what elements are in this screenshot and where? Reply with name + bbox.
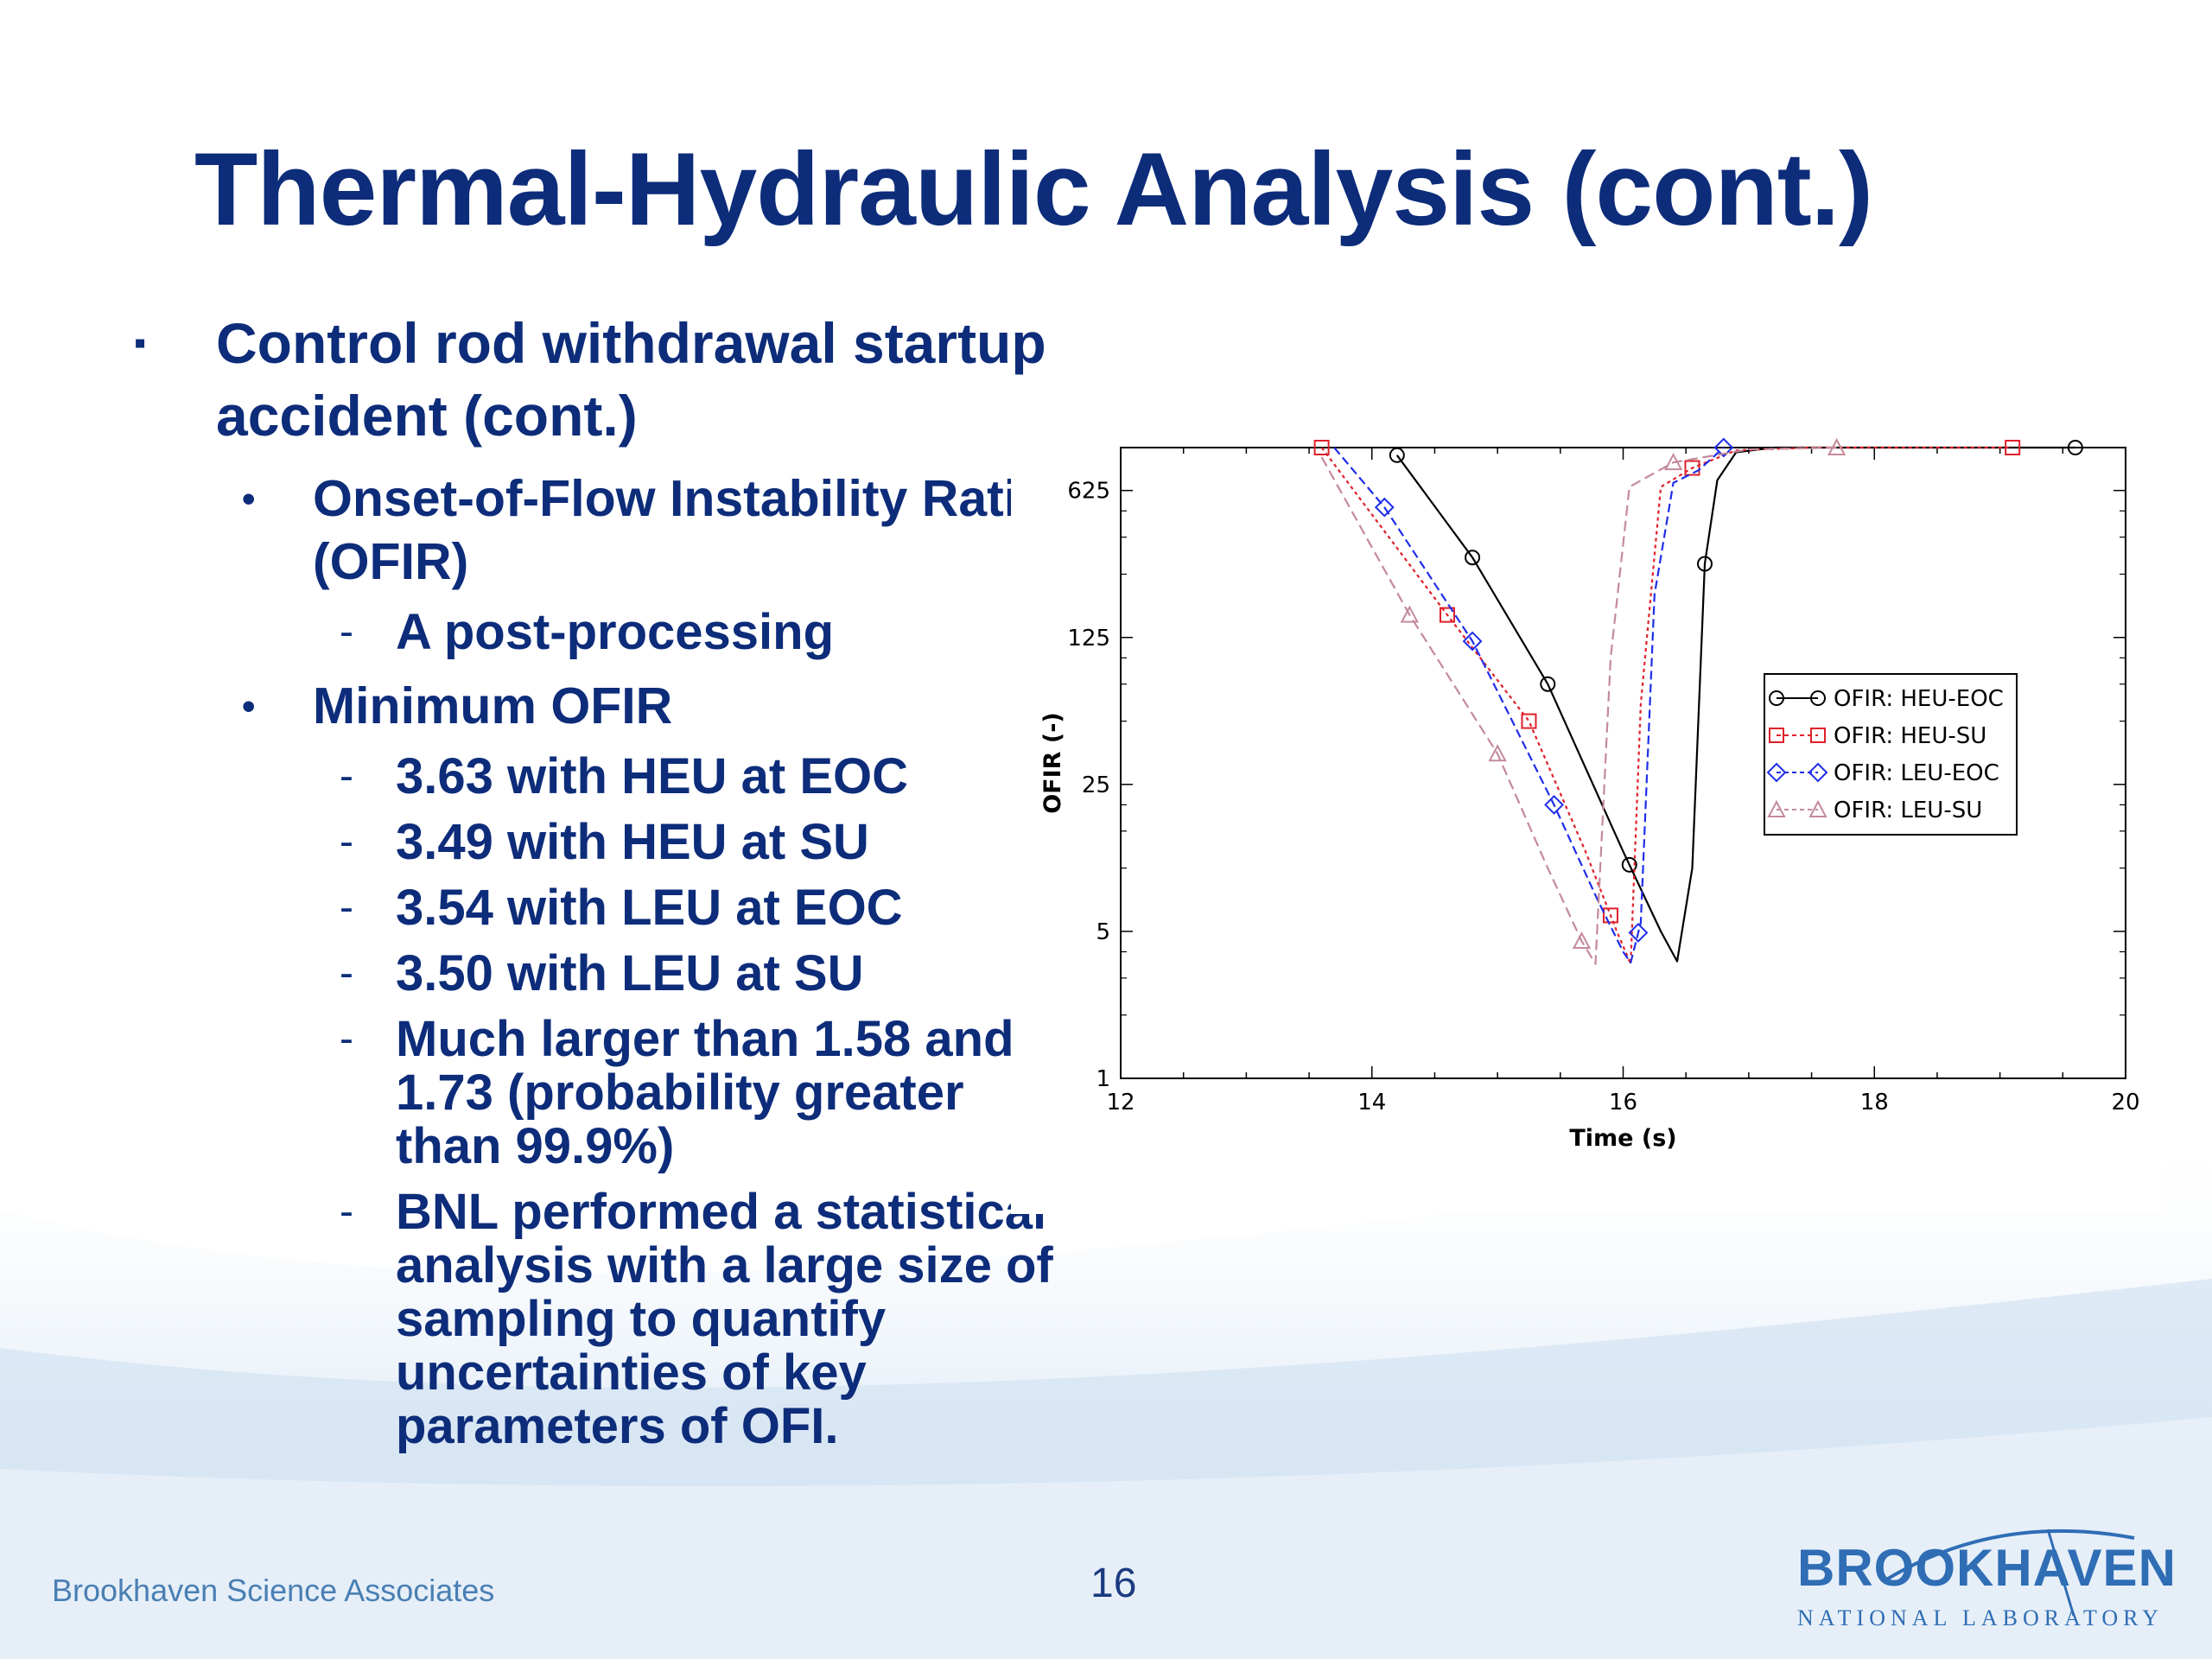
data-point: [1465, 550, 1481, 566]
dot-bullet-icon: •: [242, 478, 256, 520]
x-axis-label: Time (s): [1569, 1125, 1676, 1152]
dash-item: - 3.49 with HEU at SU: [130, 816, 1063, 869]
series-line: [1395, 446, 2075, 963]
data-point: [1684, 460, 1700, 476]
data-point: [1389, 447, 1405, 463]
logo-arc-icon: [1882, 1529, 2135, 1617]
dash-marker: -: [340, 950, 353, 996]
legend-label: OFIR: LEU-EOC: [1834, 760, 1999, 786]
legend-marker: [1810, 728, 1826, 743]
footer-organization: Brookhaven Science Associates: [52, 1573, 495, 1608]
dash-marker: -: [340, 609, 353, 655]
dash-marker: -: [340, 885, 353, 931]
x-tick-label: 16: [1609, 1090, 1637, 1116]
y-tick-label: 125: [1067, 626, 1110, 652]
y-tick-label: 5: [1096, 919, 1110, 945]
dash-item-text: 3.49 with HEU at SU: [396, 814, 869, 870]
dash-marker: -: [340, 819, 353, 865]
ofir-chart: 12 14 16 18 20 1 5 25 125 625 Time (s) OFIR (-) OFIR…: [1039, 437, 2140, 1152]
dash-item: - 3.63 with HEU at EOC: [130, 750, 1063, 804]
data-point: [1663, 453, 1683, 471]
dash-marker: -: [340, 753, 353, 799]
dot-bullet-icon: •: [242, 685, 256, 728]
data-point: [1400, 605, 1420, 623]
data-point: [1462, 631, 1483, 652]
data-point: [1544, 795, 1564, 815]
legend-marker: [1769, 728, 1784, 743]
data-point: [1628, 922, 1649, 943]
y-axis-label: OFIR (-): [1039, 712, 1066, 814]
data-point: [1521, 713, 1537, 729]
slide-title: Thermal-Hydraulic Analysis (cont.): [194, 131, 1873, 247]
x-tick-label: 18: [1860, 1090, 1889, 1116]
bullet-text: Control rod withdrawal startup accident …: [216, 311, 1046, 448]
chart-panel: 12 14 16 18 20 1 5 25 125 625 Time (s) OFIR (-) OFIR…: [1011, 406, 2164, 1214]
data-point: [1621, 856, 1637, 873]
dash-item-text: 3.63 with HEU at EOC: [396, 748, 909, 804]
y-tick-label: 25: [1082, 772, 1110, 798]
dash-marker: -: [340, 1016, 353, 1062]
legend-marker: [1808, 762, 1828, 783]
data-point: [1827, 437, 1847, 455]
dash-item: - 3.50 with LEU at SU: [130, 947, 1063, 1001]
data-point: [2005, 440, 2021, 455]
dash-item-text: Much larger than 1.58 and 1.73 (probabil…: [396, 1011, 1014, 1174]
legend-label: OFIR: HEU-SU: [1834, 723, 1986, 749]
data-point: [1313, 440, 1330, 455]
sub-bullet-text: Minimum OFIR: [313, 677, 673, 734]
data-point: [1439, 607, 1455, 623]
data-point: [1696, 556, 1713, 572]
legend-label: OFIR: LEU-SU: [1834, 798, 1982, 823]
dash-item-text: 3.50 with LEU at SU: [396, 945, 864, 1001]
legend-marker: [1769, 690, 1784, 706]
x-tick-label: 14: [1357, 1090, 1386, 1116]
legend-label: OFIR: HEU-EOC: [1834, 686, 2004, 712]
data-point: [2067, 440, 2083, 455]
brookhaven-logo: BROOKHAVEN NATIONAL LABORATORY: [1789, 1521, 2176, 1633]
dash-item-text: A post-processing: [396, 604, 835, 660]
bullet-item: ▪ Control rod withdrawal startup acciden…: [130, 307, 1063, 452]
logo-subtitle: NATIONAL LABORATORY: [1797, 1605, 2164, 1630]
data-point: [1488, 744, 1507, 762]
sub-bullet-item: • Onset-of-Flow Instability Ratio (OFIR): [130, 467, 1063, 594]
series-line: [1320, 446, 1837, 965]
data-point: [1572, 931, 1592, 950]
data-point: [1540, 676, 1556, 692]
dash-item-text: BNL performed a statistical analysis wit…: [396, 1184, 1053, 1454]
dash-item: - BNL performed a statistical analysis w…: [130, 1185, 1063, 1453]
dash-item: - Much larger than 1.58 and 1.73 (probab…: [130, 1013, 1063, 1173]
series-line: [1320, 446, 2013, 965]
legend-marker: [1767, 799, 1786, 817]
data-point: [1374, 497, 1395, 518]
data-point: [1602, 907, 1618, 924]
square-bullet-icon: ▪: [134, 324, 147, 362]
y-tick-label: 1: [1096, 1066, 1110, 1092]
sub-bullet-text: Onset-of-Flow Instability Ratio (OFIR): [313, 470, 1050, 590]
dash-marker: -: [340, 1189, 353, 1235]
page-number: 16: [1090, 1560, 1137, 1606]
data-point: [1713, 437, 1734, 458]
legend-marker: [1810, 690, 1826, 706]
x-tick-label: 12: [1106, 1090, 1135, 1116]
logo-wordmark: BROOKHAVEN: [1797, 1539, 2177, 1597]
legend-marker: [1808, 799, 1827, 817]
bullet-list: ▪ Control rod withdrawal startup acciden…: [130, 307, 1063, 1453]
y-tick-label: 625: [1067, 479, 1110, 505]
series-line: [1333, 447, 1725, 964]
legend-box: [1764, 673, 2018, 836]
x-tick-label: 20: [2111, 1090, 2139, 1116]
dash-item: - A post-processing: [130, 606, 1063, 659]
dash-item: - 3.54 with LEU at EOC: [130, 881, 1063, 935]
legend-marker: [1766, 762, 1787, 783]
sub-bullet-item: • Minimum OFIR: [130, 675, 1063, 738]
dash-item-text: 3.54 with LEU at EOC: [396, 880, 903, 936]
